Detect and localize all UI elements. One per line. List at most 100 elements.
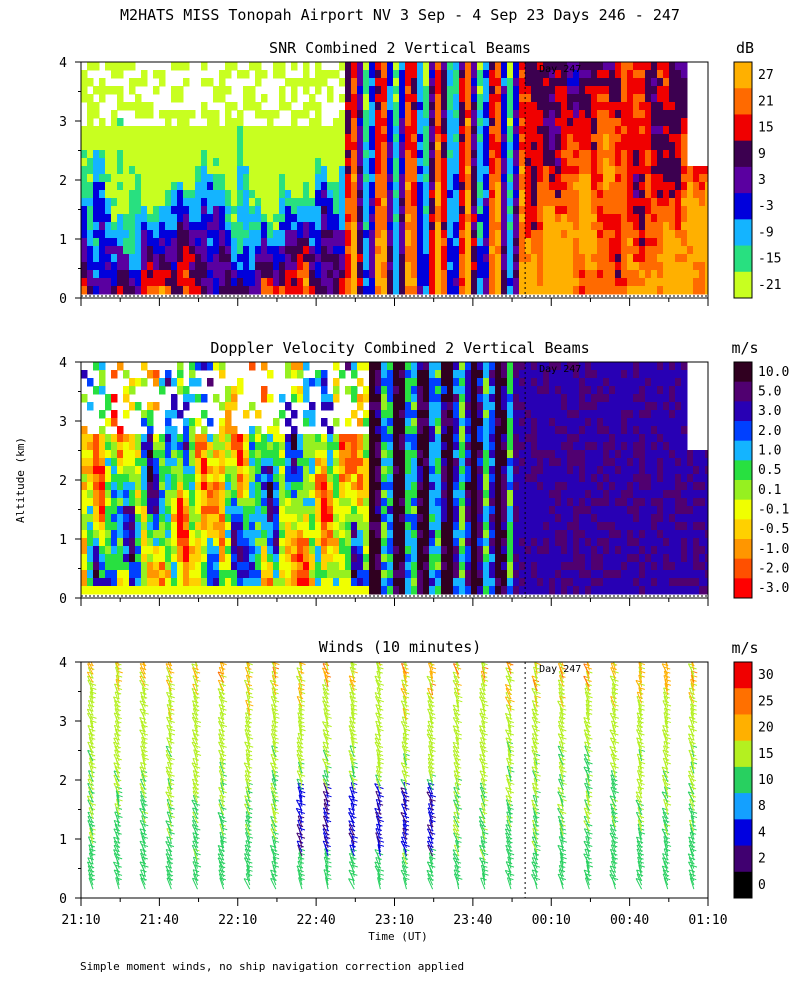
colorbar-label: 30 [758, 668, 774, 683]
y-tick-label: 3 [59, 115, 67, 130]
colorbar-swatch [734, 845, 752, 873]
snr-axes: Day 247 0 1 2 3 4 [59, 56, 709, 307]
colorbar-swatch [734, 166, 752, 194]
panel-winds: Winds (10 minutes) m/s Day 247 0 1 2 3 4 30 25… [59, 638, 773, 907]
colorbar-swatch [734, 558, 752, 579]
colorbar-label: 2 [758, 852, 766, 867]
wind-barbs [86, 662, 698, 890]
snr-field [81, 62, 708, 295]
colorbar-label: -0.1 [758, 503, 789, 518]
y-tick-label: 1 [59, 533, 67, 548]
colorbar-swatch [734, 740, 752, 768]
colorbar-label: 15 [758, 121, 774, 136]
x-tick-label: 00:10 [532, 913, 571, 928]
colorbar-label: 27 [758, 68, 774, 83]
footnote: Simple moment winds, no ship navigation … [80, 960, 464, 973]
x-tick-label: 22:10 [218, 913, 257, 928]
colorbar-label: 9 [758, 147, 766, 162]
snr-colorbar: 27 21 15 9 3 -3 -9 -15 -21 [733, 61, 781, 299]
colorbar-label: 0.1 [758, 483, 781, 498]
panel-snr-unit: dB [736, 39, 754, 57]
y-tick-label: 4 [59, 656, 67, 671]
x-tick-label: 00:40 [610, 913, 649, 928]
colorbar-swatch [734, 193, 752, 220]
colorbar-label: 5.0 [758, 385, 781, 400]
x-tick-label: 22:40 [297, 913, 336, 928]
colorbar-label: 21 [758, 94, 774, 109]
colorbar-swatch [734, 714, 752, 742]
colorbar-swatch [734, 662, 752, 689]
y-tick-label: 0 [59, 292, 67, 307]
x-tick-label: 21:10 [61, 913, 100, 928]
colorbar-label: 15 [758, 747, 774, 762]
colorbar-swatch [734, 766, 752, 794]
winds-axes: Day 247 0 1 2 3 4 [59, 656, 709, 907]
colorbar-swatch [734, 578, 752, 599]
colorbar-swatch [734, 793, 752, 820]
panel-winds-unit: m/s [731, 639, 758, 657]
x-tick-labels: 21:10 21:40 22:10 22:40 23:10 23:40 00:10 00:40… [61, 913, 727, 928]
colorbar-swatch [734, 871, 752, 899]
colorbar-swatch [734, 271, 752, 299]
doppler-axes: Day 247 0 1 2 3 4 [59, 356, 709, 607]
colorbar-label: -21 [758, 278, 781, 293]
y-tick-label: 4 [59, 356, 67, 371]
colorbar-label: 10.0 [758, 365, 789, 380]
colorbar-label: 2.0 [758, 424, 781, 439]
y-tick-label: 2 [59, 474, 67, 489]
colorbar-label: 10 [758, 773, 774, 788]
colorbar-label: 4 [758, 825, 766, 840]
doppler-colorbar: 10.0 5.0 3.0 2.0 1.0 0.5 0.1 -0.1 -0.5 -1.0 -2.0 -3… [733, 361, 789, 599]
colorbar-label: -9 [758, 225, 774, 240]
colorbar-swatch [734, 440, 752, 461]
day-marker-label: Day 247 [539, 664, 581, 675]
colorbar-label: 0.5 [758, 463, 781, 478]
y-tick-label: 1 [59, 233, 67, 248]
colorbar-label: 0 [758, 878, 766, 893]
x-tick-label: 23:40 [453, 913, 492, 928]
colorbar-label: 1.0 [758, 444, 781, 459]
doppler-field [81, 362, 708, 595]
y-tick-label: 4 [59, 56, 67, 71]
panel-doppler-title: Doppler Velocity Combined 2 Vertical Bea… [210, 339, 589, 357]
colorbar-label: -3.0 [758, 581, 789, 596]
x-tick-label: 01:10 [688, 913, 727, 928]
x-axis-label: Time (UT) [368, 930, 428, 943]
colorbar-swatch [734, 688, 752, 715]
colorbar-swatch [734, 114, 752, 142]
panel-snr-title: SNR Combined 2 Vertical Beams [269, 39, 531, 57]
y-tick-label: 2 [59, 174, 67, 189]
y-tick-label: 0 [59, 592, 67, 607]
colorbar-label: -1.0 [758, 542, 789, 557]
colorbar-label: 25 [758, 694, 774, 709]
panel-snr: SNR Combined 2 Vertical Beams dB Day 247… [59, 39, 781, 307]
colorbar-label: -3 [758, 199, 774, 214]
colorbar-swatch [734, 88, 752, 115]
colorbar-label: -15 [758, 252, 781, 267]
x-tick-label: 21:40 [140, 913, 179, 928]
colorbar-swatch [734, 460, 752, 481]
colorbar-label: -2.0 [758, 562, 789, 577]
colorbar-swatch [734, 499, 752, 520]
y-tick-label: 3 [59, 415, 67, 430]
x-tick-label: 23:10 [375, 913, 414, 928]
panel-doppler: Doppler Velocity Combined 2 Vertical Bea… [59, 339, 789, 607]
colorbar-swatch [734, 381, 752, 402]
colorbar-swatch [734, 519, 752, 540]
colorbar-label: 3 [758, 173, 766, 188]
colorbar-label: 8 [758, 799, 766, 814]
y-tick-label: 3 [59, 715, 67, 730]
y-axis-label: Altitude (km) [14, 437, 27, 523]
colorbar-swatch [734, 219, 752, 247]
colorbar-swatch [734, 539, 752, 560]
y-tick-label: 1 [59, 833, 67, 848]
colorbar-swatch [734, 819, 752, 847]
colorbar-swatch [734, 245, 752, 273]
figure-title: M2HATS MISS Tonopah Airport NV 3 Sep - 4… [120, 6, 680, 24]
colorbar-swatch [734, 362, 752, 383]
panel-winds-title: Winds (10 minutes) [319, 638, 482, 656]
colorbar-swatch [734, 62, 752, 89]
y-tick-label: 2 [59, 774, 67, 789]
